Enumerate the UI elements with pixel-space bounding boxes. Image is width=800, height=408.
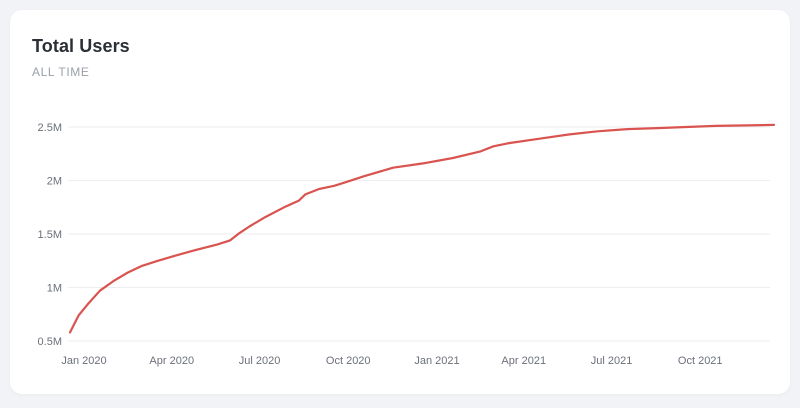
y-tick-label: 0.5M [38,336,62,348]
grid-lines [68,126,770,342]
y-axis-ticks: 2.5M 2M 1.5M 1M 0.5M [38,122,62,348]
series-line-total-users[interactable] [68,123,776,334]
y-tick-label: 2M [47,176,62,188]
x-tick-label: Oct 2020 [326,355,371,367]
total-users-card: Total Users ALL TIME [10,10,790,394]
card-title: Total Users [32,36,130,56]
y-tick-label: 2.5M [38,122,62,134]
x-tick-label: Jul 2020 [239,355,281,367]
x-tick-label: Jan 2020 [61,355,106,367]
card-subtitle: ALL TIME [32,65,90,79]
x-axis-ticks: Jan 2020 Apr 2020 Jul 2020 Oct 2020 Jan 2021… [61,355,722,367]
series-layer[interactable] [68,123,776,334]
x-tick-label: Jan 2021 [414,355,459,367]
x-tick-label: Apr 2021 [501,355,546,367]
y-tick-label: 1.5M [38,229,62,241]
y-tick-label: 1M [47,283,62,295]
x-tick-label: Jul 2021 [591,355,633,367]
x-tick-label: Apr 2020 [149,355,194,367]
x-tick-label: Oct 2021 [678,355,723,367]
